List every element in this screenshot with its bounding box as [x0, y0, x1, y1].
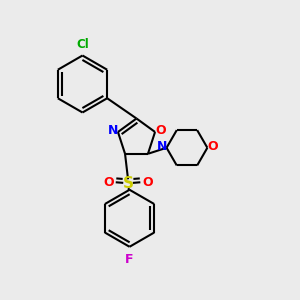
Text: N: N: [108, 124, 118, 137]
Text: Cl: Cl: [76, 38, 89, 51]
Text: O: O: [155, 124, 166, 137]
Text: F: F: [125, 253, 134, 266]
Text: N: N: [157, 140, 167, 153]
Text: S: S: [122, 176, 134, 191]
Text: O: O: [207, 140, 218, 153]
Text: O: O: [103, 176, 114, 189]
Text: O: O: [142, 176, 153, 189]
